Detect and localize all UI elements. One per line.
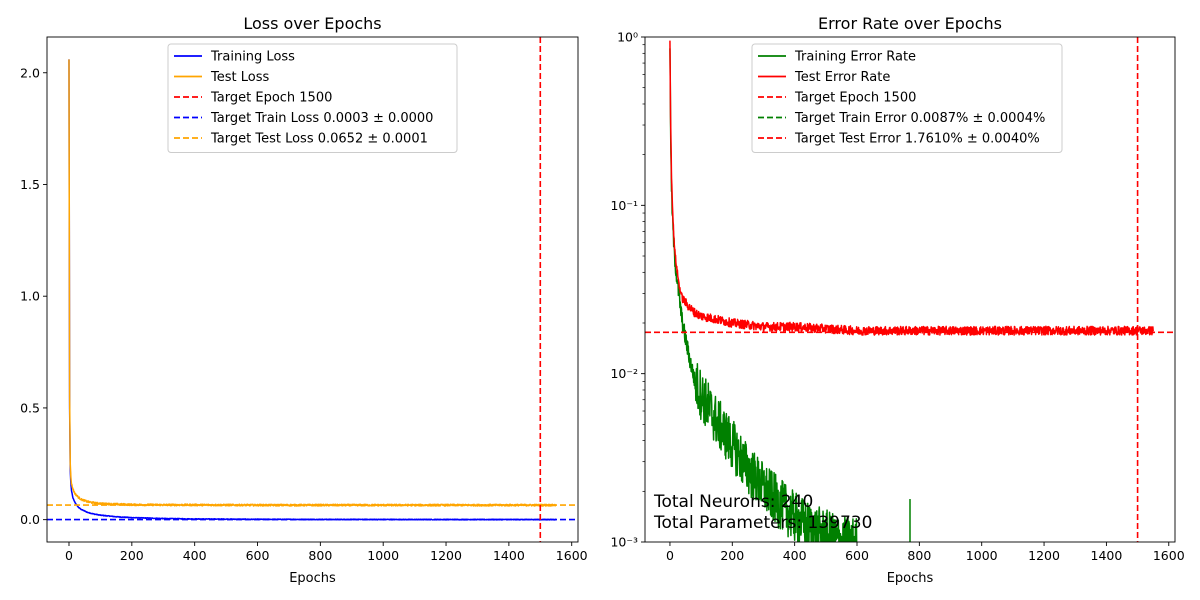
y-tick-label: 10⁻² (610, 366, 638, 381)
legend-label: Target Test Error 1.7610% ± 0.0040% (794, 132, 1040, 147)
x-axis-label: Epochs (289, 571, 336, 586)
legend-label: Training Loss (210, 50, 295, 65)
x-tick-label: 1200 (430, 548, 462, 563)
x-tick-label: 1600 (556, 548, 588, 563)
chart-panel-1: 0 200 400 600 800 1000 1200 1400 1600 0.0 0.5 1.0 1.… (20, 14, 588, 586)
x-tick-label: 1600 (1153, 548, 1185, 563)
annotation-text: Total Neurons: 240 (653, 492, 813, 512)
legend-label: Target Epoch 1500 (210, 91, 332, 106)
x-tick-label: 0 (65, 548, 73, 563)
chart-title: Loss over Epochs (243, 14, 381, 33)
plot-area-2 (645, 37, 1175, 542)
legend-box (167, 43, 458, 153)
annotation-text: Total Parameters: 139730 (653, 513, 872, 533)
legend: Training Loss Test Loss Target Epoch 1500 T… (167, 43, 458, 153)
x-tick-label: 1000 (367, 548, 399, 563)
x-tick-label: 1200 (1028, 548, 1060, 563)
series-line-training-error-rate (669, 48, 858, 542)
x-tick-label: 1400 (1091, 548, 1123, 563)
y-tick-label: 10⁰ (617, 30, 638, 45)
legend-label: Target Train Error 0.0087% ± 0.0004% (794, 111, 1045, 126)
legend-label: Test Error Rate (794, 70, 890, 85)
x-axis-label: Epochs (887, 571, 934, 586)
x-tick-label: 0 (666, 548, 674, 563)
y-tick-label: 0.0 (20, 512, 40, 527)
x-tick-label: 400 (183, 548, 207, 563)
legend-box (751, 43, 1063, 153)
y-tick-label: 1.0 (20, 289, 40, 304)
y-tick-label: 10⁻³ (610, 535, 638, 550)
x-tick-label: 1000 (966, 548, 998, 563)
plot-area-1 (47, 37, 578, 542)
series-line-test-error-rate (669, 40, 1154, 336)
legend-label: Target Test Loss 0.0652 ± 0.0001 (210, 132, 428, 147)
y-tick-label: 0.5 (20, 400, 40, 415)
axes-frame-1 (46, 36, 579, 543)
legend-label: Test Loss (210, 70, 269, 85)
x-tick-label: 800 (907, 548, 931, 563)
legend-label: Target Epoch 1500 (794, 91, 916, 106)
y-tick-label: 2.0 (20, 65, 40, 80)
chart-panel-2: 0 200 400 600 800 1000 1200 1400 1600 10⁻³ 10⁻² 10⁻… (610, 14, 1184, 586)
x-tick-label: 200 (120, 548, 144, 563)
legend-label: Training Error Rate (794, 50, 916, 65)
x-tick-label: 1400 (493, 548, 525, 563)
x-tick-label: 400 (783, 548, 807, 563)
x-tick-label: 800 (308, 548, 332, 563)
x-tick-label: 600 (845, 548, 869, 563)
chart-title: Error Rate over Epochs (818, 14, 1002, 33)
axes-frame-2 (644, 36, 1176, 543)
y-tick-label: 1.5 (20, 177, 40, 192)
x-tick-label: 600 (246, 548, 270, 563)
x-tick-label: 200 (720, 548, 744, 563)
legend: Training Error Rate Test Error Rate Target… (751, 43, 1063, 153)
legend-label: Target Train Loss 0.0003 ± 0.0000 (210, 111, 433, 126)
y-tick-label: 10⁻¹ (610, 198, 638, 213)
